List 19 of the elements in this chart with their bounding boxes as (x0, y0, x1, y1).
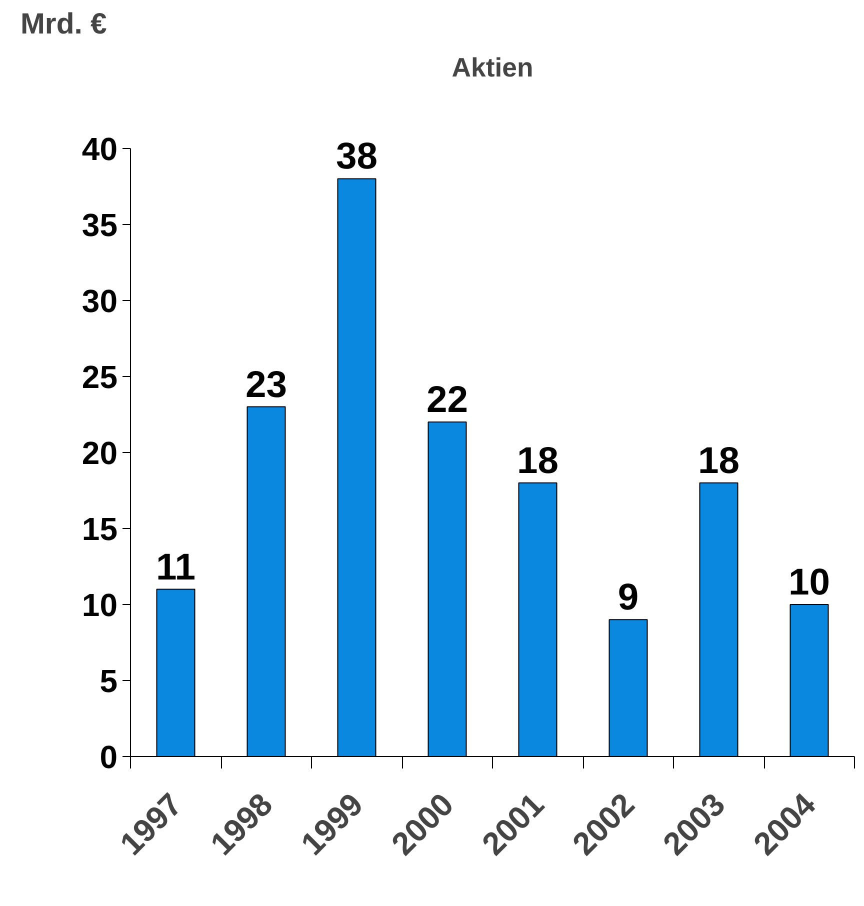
data-label: 11 (156, 545, 196, 588)
y-tick-label: 10 (82, 586, 118, 623)
y-tick-label: 30 (82, 282, 118, 319)
y-tick-label: 15 (82, 510, 118, 547)
data-label: 9 (618, 576, 639, 618)
y-axis-title: Mrd. € (20, 8, 107, 40)
data-label: 10 (788, 560, 830, 602)
data-label: 23 (245, 362, 288, 405)
data-label: 38 (336, 134, 378, 177)
y-tick-label: 25 (82, 358, 118, 395)
data-label: 18 (698, 438, 740, 481)
y-tick-label: 0 (100, 739, 118, 775)
y-tick-label: 20 (82, 434, 118, 471)
chart-title: Aktien (452, 52, 534, 82)
y-tick-label: 40 (82, 130, 118, 167)
data-label: 22 (426, 378, 468, 420)
data-label: 18 (516, 438, 559, 481)
y-tick-label: 35 (82, 206, 118, 243)
y-tick-label: 5 (100, 662, 118, 699)
